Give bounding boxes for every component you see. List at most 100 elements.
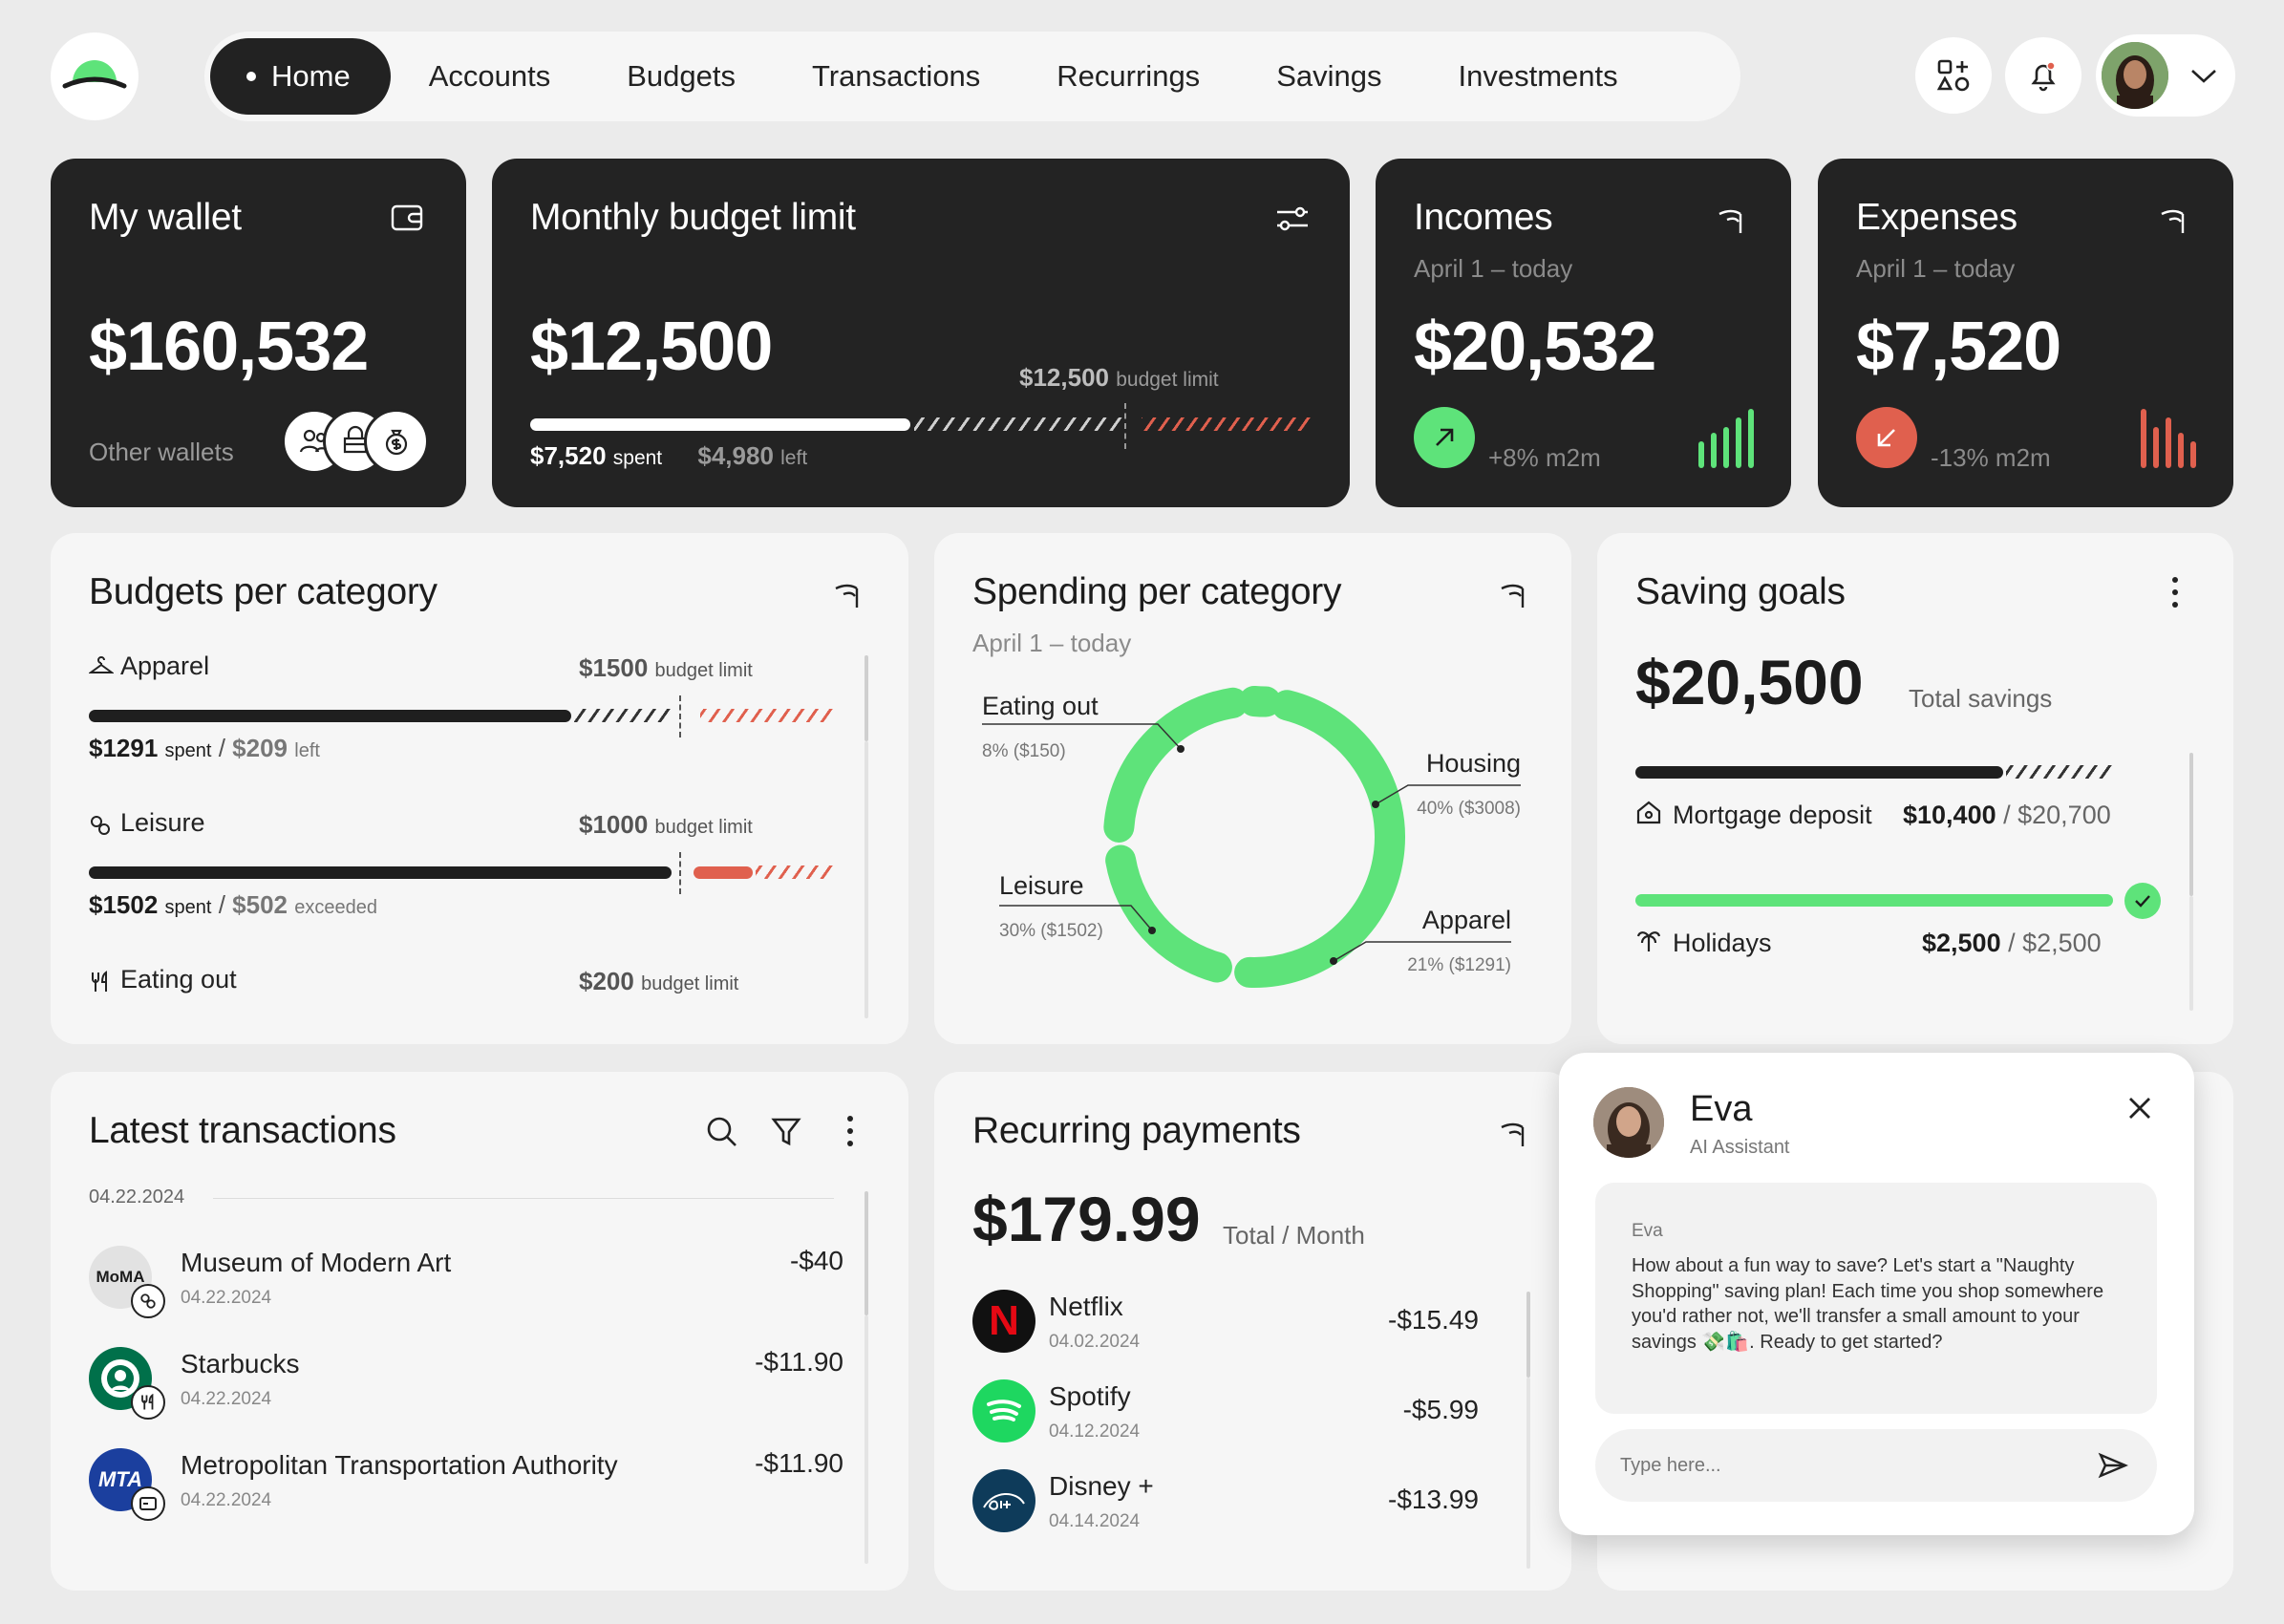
wallet-family-icon[interactable]	[282, 409, 347, 474]
wallet-card[interactable]: My wallet $160,532 Other wallets	[51, 159, 466, 507]
budget-spent-bar	[530, 418, 910, 431]
leisure-exceeded-value: $502	[232, 890, 288, 919]
nav-investments[interactable]: Investments	[1458, 59, 1618, 93]
notifications-button[interactable]	[2005, 37, 2081, 114]
list-item[interactable]: Disney + 04.14.2024 -$13.99	[972, 1469, 1479, 1536]
list-item[interactable]: N Netflix 04.02.2024 -$15.49	[972, 1290, 1479, 1357]
donut-slice-leisure[interactable]	[1103, 687, 1249, 843]
card-icon	[139, 1497, 157, 1510]
disney-plus-logo	[972, 1469, 1035, 1532]
payment-date: 04.14.2024	[1049, 1511, 1141, 1531]
apparel-spent-text: spent	[164, 740, 212, 761]
logo[interactable]	[51, 32, 139, 120]
nav-savings[interactable]: Savings	[1276, 59, 1382, 93]
incomes-trend-badge	[1414, 407, 1475, 468]
holidays-amount: $2,500 / $2,500	[1922, 929, 2102, 958]
send-icon[interactable]	[2098, 1452, 2128, 1479]
scrollbar[interactable]	[865, 655, 868, 741]
donut-slice-eating-out[interactable]	[1239, 686, 1282, 717]
payment-amount: -$13.99	[1388, 1485, 1479, 1514]
more-vertical-icon[interactable]	[845, 1114, 855, 1148]
donut-slice-housing[interactable]	[1234, 690, 1405, 988]
payment-date: 04.12.2024	[1049, 1421, 1141, 1442]
transaction-name: Metropolitan Transportation Authority	[181, 1450, 618, 1480]
mini-bar	[1748, 409, 1754, 468]
eating-out-limit-value: $200	[579, 967, 634, 995]
arrow-up-right-icon[interactable]	[1498, 579, 1528, 609]
nav-home[interactable]: Home	[210, 38, 391, 115]
donut-slice-apparel[interactable]	[1105, 844, 1232, 983]
leisure-limit-text: budget limit	[654, 817, 753, 838]
payment-name: Disney +	[1049, 1471, 1154, 1501]
transaction-amount: -$40	[789, 1246, 843, 1275]
recurring-total: $179.99	[972, 1184, 1201, 1254]
latest-transactions-card: Latest transactions 04.22.2024 MoMA Muse…	[51, 1072, 908, 1591]
filter-icon[interactable]	[771, 1116, 801, 1148]
nav-transactions[interactable]: Transactions	[811, 59, 981, 93]
expenses-mini-chart	[2141, 409, 2196, 468]
check-icon	[2135, 895, 2150, 908]
mortgage-progress-bar	[1635, 766, 2003, 779]
incomes-period: April 1 – today	[1414, 254, 1573, 283]
wallet-money-bag-icon[interactable]	[364, 409, 429, 474]
transaction-date: 04.22.2024	[181, 1389, 272, 1409]
profile-menu[interactable]	[2096, 34, 2235, 117]
nav-recurrings[interactable]: Recurrings	[1057, 59, 1201, 93]
mortgage-remaining-hatch	[2006, 765, 2113, 779]
payment-name: Netflix	[1049, 1292, 1123, 1321]
spending-donut-chart: Housing 40% ($3008) Apparel 21% ($1291) Leis…	[982, 686, 1521, 988]
scrollbar-track	[865, 741, 868, 1018]
leisure-icon	[140, 1293, 156, 1309]
budget-left-text: left	[780, 447, 808, 469]
budget-item-leisure-name: Leisure	[120, 808, 205, 837]
mini-bar	[2153, 427, 2159, 468]
table-row[interactable]: MTA Metropolitan Transportation Authorit…	[89, 1448, 843, 1521]
incomes-card[interactable]: Incomes April 1 – today $20,532 +8% m2m	[1376, 159, 1791, 507]
settings-sliders-icon[interactable]	[1275, 204, 1310, 233]
apps-button[interactable]	[1915, 37, 1992, 114]
transactions-title: Latest transactions	[89, 1110, 396, 1151]
leader-line	[1375, 784, 1521, 805]
wallet-amount: $160,532	[89, 309, 369, 385]
leisure-spent: $1502 spent / $502 exceeded	[89, 890, 377, 919]
hanger-icon	[89, 656, 114, 673]
arrow-up-right-icon[interactable]	[1498, 1118, 1528, 1148]
arrow-up-right-icon[interactable]	[1716, 204, 1746, 235]
budget-limit-value: $12,500	[1019, 363, 1109, 392]
apparel-spent-value: $1291	[89, 734, 159, 762]
apparel-remaining-hatch	[574, 709, 672, 722]
table-row[interactable]: Starbucks 04.22.2024 -$11.90	[89, 1347, 843, 1420]
leisure-limit-value: $1000	[579, 810, 649, 839]
apparel-progress-bar	[89, 710, 571, 722]
close-icon[interactable]	[2126, 1095, 2153, 1122]
transport-category-badge	[131, 1486, 165, 1521]
house-icon	[1636, 801, 1661, 824]
search-icon[interactable]	[706, 1116, 738, 1148]
table-row[interactable]: MoMA Museum of Modern Art 04.22.2024 -$4…	[89, 1246, 843, 1318]
savings-total-label: Total savings	[1909, 684, 2053, 713]
expenses-card[interactable]: Expenses April 1 – today $7,520 -13% m2m	[1818, 159, 2233, 507]
budget-limit-marker	[1124, 403, 1126, 449]
holidays-current: $2,500	[1922, 929, 2001, 957]
arrow-up-right-icon[interactable]	[2158, 204, 2188, 235]
slice-label: Housing	[1426, 749, 1521, 778]
mini-bar	[1736, 417, 1741, 468]
date-divider	[213, 1198, 834, 1199]
more-vertical-icon[interactable]	[2170, 575, 2180, 609]
scrollbar[interactable]	[865, 1191, 868, 1315]
palm-tree-icon	[1636, 931, 1661, 951]
arrow-up-right-icon[interactable]	[832, 579, 863, 609]
nav-budgets[interactable]: Budgets	[627, 59, 736, 93]
apparel-limit-value: $1500	[579, 653, 649, 682]
scrollbar[interactable]	[2189, 753, 2193, 896]
goal-complete-badge	[2124, 883, 2161, 919]
scrollbar[interactable]	[1526, 1292, 1530, 1378]
budget-limit-card[interactable]: Monthly budget limit $12,500 $12,500 bud…	[492, 159, 1350, 507]
ai-assistant-chat[interactable]: Eva AI Assistant Eva How about a fun way…	[1559, 1053, 2194, 1535]
chat-input[interactable]	[1620, 1429, 2079, 1502]
recurring-title: Recurring payments	[972, 1110, 1301, 1151]
avatar	[2102, 42, 2168, 109]
nav-accounts[interactable]: Accounts	[428, 59, 551, 93]
list-item[interactable]: Spotify 04.12.2024 -$5.99	[972, 1379, 1479, 1446]
